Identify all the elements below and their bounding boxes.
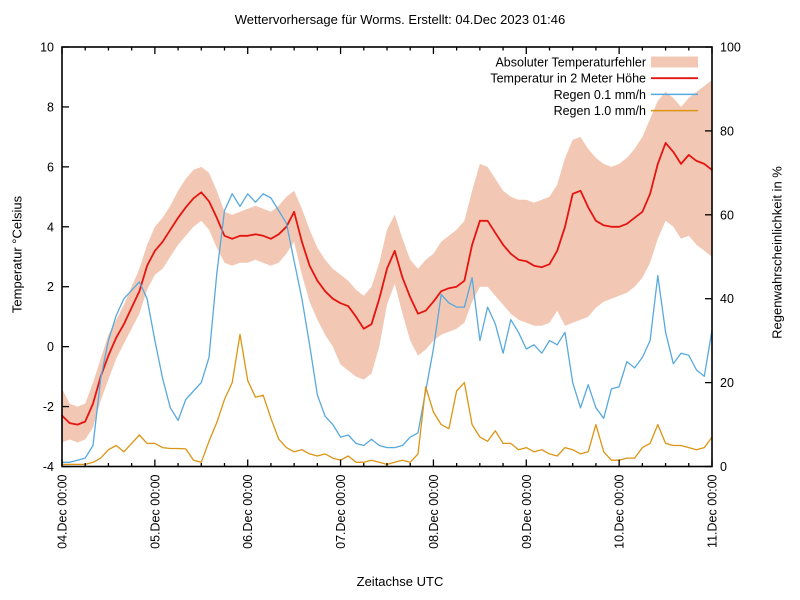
temperature-line [61, 141, 713, 426]
y-left-tick-label: 2 [47, 280, 54, 294]
y-right-tick-label: 100 [720, 41, 741, 55]
x-tick-label: 06.Dec 00:00 [241, 474, 255, 548]
legend-item: Absoluter Temperaturfehler [495, 56, 698, 70]
rain-01-line [61, 193, 713, 463]
chart-title: Wettervorhersage für Worms. Erstellt: 04… [234, 12, 566, 27]
legend-item: Regen 1.0 mm/h [554, 104, 698, 118]
y-left-tick-label: 4 [47, 220, 54, 234]
y-left-tick-label: 0 [47, 340, 54, 354]
legend: Absoluter Temperaturfehler Temperatur in … [490, 56, 698, 118]
x-tick-label: 09.Dec 00:00 [520, 474, 534, 548]
error-band-layer [62, 80, 712, 443]
temperature-error-band [62, 80, 712, 443]
axes-layer [61, 46, 713, 468]
x-tick-label: 07.Dec 00:00 [334, 474, 348, 548]
y-left-tick-label: 6 [47, 160, 54, 174]
y-right-tick-label: 0 [720, 460, 727, 474]
y-right-tick-label: 80 [720, 124, 734, 138]
legend-band-swatch [651, 56, 698, 68]
legend-label: Regen 1.0 mm/h [554, 104, 646, 118]
x-tick-label: 10.Dec 00:00 [613, 474, 627, 548]
rain-10-line [61, 333, 713, 466]
y-left-tick-label: 10 [40, 41, 54, 55]
y-right-tick-label: 20 [720, 376, 734, 390]
y-left-tick-label: -2 [43, 400, 54, 414]
x-axis-title: Zeitachse UTC [356, 574, 444, 589]
legend-label: Temperatur in 2 Meter Höhe [490, 72, 646, 86]
legend-label: Regen 0.1 mm/h [554, 88, 646, 102]
y-right-tick-label: 60 [720, 208, 734, 222]
y-left-tick-label: 8 [47, 100, 54, 114]
y-left-tick-label: -4 [43, 460, 54, 474]
legend-item: Regen 0.1 mm/h [554, 88, 698, 102]
y-right-tick-label: 40 [720, 292, 734, 306]
x-tick-label: 08.Dec 00:00 [427, 474, 441, 548]
x-tick-label: 11.Dec 00:00 [706, 474, 720, 547]
x-tick-label: 04.Dec 00:00 [56, 474, 70, 548]
x-tick-label: 05.Dec 00:00 [148, 474, 162, 548]
legend-label: Absoluter Temperaturfehler [495, 56, 646, 70]
legend-item: Temperatur in 2 Meter Höhe [490, 72, 698, 86]
